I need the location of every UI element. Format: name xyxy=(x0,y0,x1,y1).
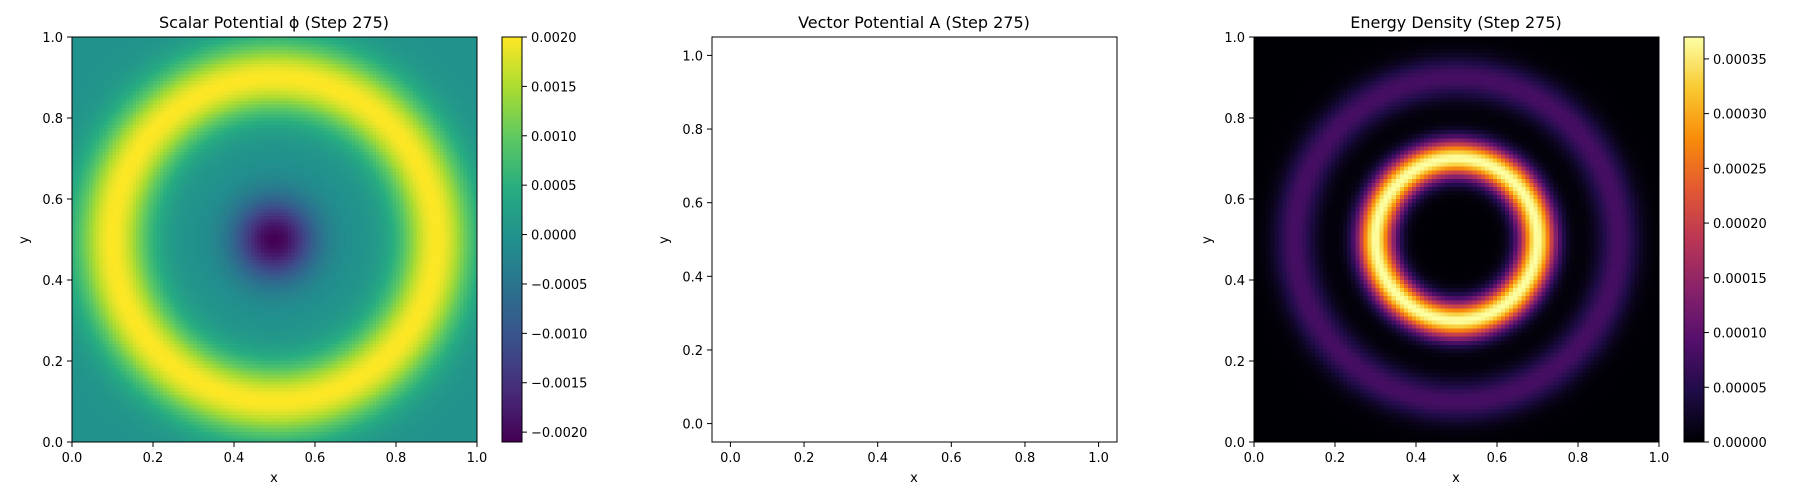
energy-ytick-label: 0.4 xyxy=(1224,274,1245,289)
energy-xtick-label: 1.0 xyxy=(1649,451,1670,466)
energy-ylabel: y xyxy=(1200,236,1215,244)
scalar-ytick-label: 1.0 xyxy=(42,31,63,46)
energy-colorbar-tick-label: 0.00015 xyxy=(1713,272,1767,287)
scalar-colorbar-tick-label: −0.0015 xyxy=(531,377,587,392)
scalar-ytick-label: 0.6 xyxy=(42,193,63,208)
scalar-xtick-label: 0.4 xyxy=(224,451,245,466)
vector-ytick-label: 0.4 xyxy=(682,270,703,285)
energy-ytick-label: 0.6 xyxy=(1224,193,1245,208)
energy-xtick-label: 0.4 xyxy=(1406,451,1427,466)
scalar-axes-frame xyxy=(71,36,478,443)
energy-colorbar-tick-label: 0.00020 xyxy=(1713,217,1767,232)
energy-xlabel: x xyxy=(1452,471,1460,486)
vector-xtick-label: 0.6 xyxy=(941,451,962,466)
scalar-colorbar-tick-label: 0.0015 xyxy=(531,80,577,95)
vector-xtick-label: 0.2 xyxy=(794,451,815,466)
energy-colorbar-tick-label: 0.00030 xyxy=(1713,108,1767,123)
scalar-colorbar-tick-label: −0.0010 xyxy=(531,327,587,342)
vector-xtick-label: 0.0 xyxy=(720,451,741,466)
energy-colorbar-tick-label: 0.00010 xyxy=(1713,327,1767,342)
energy-colorbar xyxy=(1684,37,1704,442)
energy-colorbar-tick-label: 0.00005 xyxy=(1713,381,1767,396)
energy-ytick-label: 0.0 xyxy=(1224,436,1245,451)
vector-ytick-label: 0.6 xyxy=(682,197,703,212)
energy-axes-frame xyxy=(1253,36,1660,443)
vector-ytick-label: 0.2 xyxy=(682,344,703,359)
panel-vector-potential: Vector Potential A (Step 275) 0.0 0.2 0.4 0… xyxy=(657,13,1118,486)
scalar-colorbar xyxy=(502,37,522,442)
vector-axes-frame xyxy=(711,36,1118,443)
vector-xlabel: x xyxy=(910,471,918,486)
energy-xtick-label: 0.2 xyxy=(1325,451,1346,466)
energy-colorbar-tick-label: 0.00035 xyxy=(1713,53,1767,68)
scalar-xtick-label: 0.6 xyxy=(305,451,326,466)
scalar-ytick-label: 0.8 xyxy=(42,112,63,127)
scalar-xtick-label: 0.8 xyxy=(386,451,407,466)
energy-title: Energy Density (Step 275) xyxy=(1350,13,1562,32)
scalar-colorbar-tick-label: 0.0010 xyxy=(531,130,577,145)
scalar-xlabel: x xyxy=(270,471,278,486)
energy-ytick-label: 0.2 xyxy=(1224,355,1245,370)
vector-xtick-label: 1.0 xyxy=(1088,451,1109,466)
energy-colorbar-tick-label: 0.00000 xyxy=(1713,436,1767,451)
energy-xtick-label: 0.0 xyxy=(1244,451,1265,466)
vector-xtick-label: 0.4 xyxy=(867,451,888,466)
scalar-ytick-label: 0.2 xyxy=(42,355,63,370)
vector-ytick-label: 0.8 xyxy=(682,123,703,138)
scalar-ytick-label: 0.0 xyxy=(42,436,63,451)
vector-xtick-label: 0.8 xyxy=(1015,451,1036,466)
vector-title: Vector Potential A (Step 275) xyxy=(798,13,1030,32)
energy-ytick-label: 0.8 xyxy=(1224,112,1245,127)
energy-density-heatmap xyxy=(1254,37,1659,442)
scalar-xtick-label: 0.2 xyxy=(143,451,164,466)
scalar-ytick-label: 0.4 xyxy=(42,274,63,289)
scalar-ylabel: y xyxy=(17,236,32,244)
energy-xtick-label: 0.6 xyxy=(1487,451,1508,466)
scalar-title: Scalar Potential ϕ (Step 275) xyxy=(159,13,389,32)
energy-colorbar-frame xyxy=(1683,36,1705,443)
scalar-potential-heatmap xyxy=(72,37,477,442)
scalar-xtick-label: 1.0 xyxy=(467,451,488,466)
energy-colorbar-tick-label: 0.00025 xyxy=(1713,162,1767,177)
scalar-colorbar-tick-label: −0.0020 xyxy=(531,426,587,441)
scalar-xtick-label: 0.0 xyxy=(62,451,83,466)
vector-ylabel: y xyxy=(657,236,672,244)
vector-ytick-label: 0.0 xyxy=(682,418,703,433)
scalar-colorbar-frame xyxy=(501,36,523,443)
scalar-colorbar-tick-label: 0.0005 xyxy=(531,179,577,194)
scalar-colorbar-tick-label: 0.0020 xyxy=(531,31,577,46)
scalar-colorbar-tick-label: −0.0005 xyxy=(531,278,587,293)
energy-ytick-label: 1.0 xyxy=(1224,31,1245,46)
scalar-colorbar-tick-label: 0.0000 xyxy=(531,229,577,244)
vector-ytick-label: 1.0 xyxy=(682,49,703,64)
energy-xtick-label: 0.8 xyxy=(1568,451,1589,466)
panel-energy-density: Energy Density (Step 275) 0.0 0.2 0.4 0.6 0.… xyxy=(1200,13,1767,486)
panel-scalar-potential: Scalar Potential ϕ (Step 275) 0.0 0.2 0.4 0… xyxy=(17,13,587,486)
